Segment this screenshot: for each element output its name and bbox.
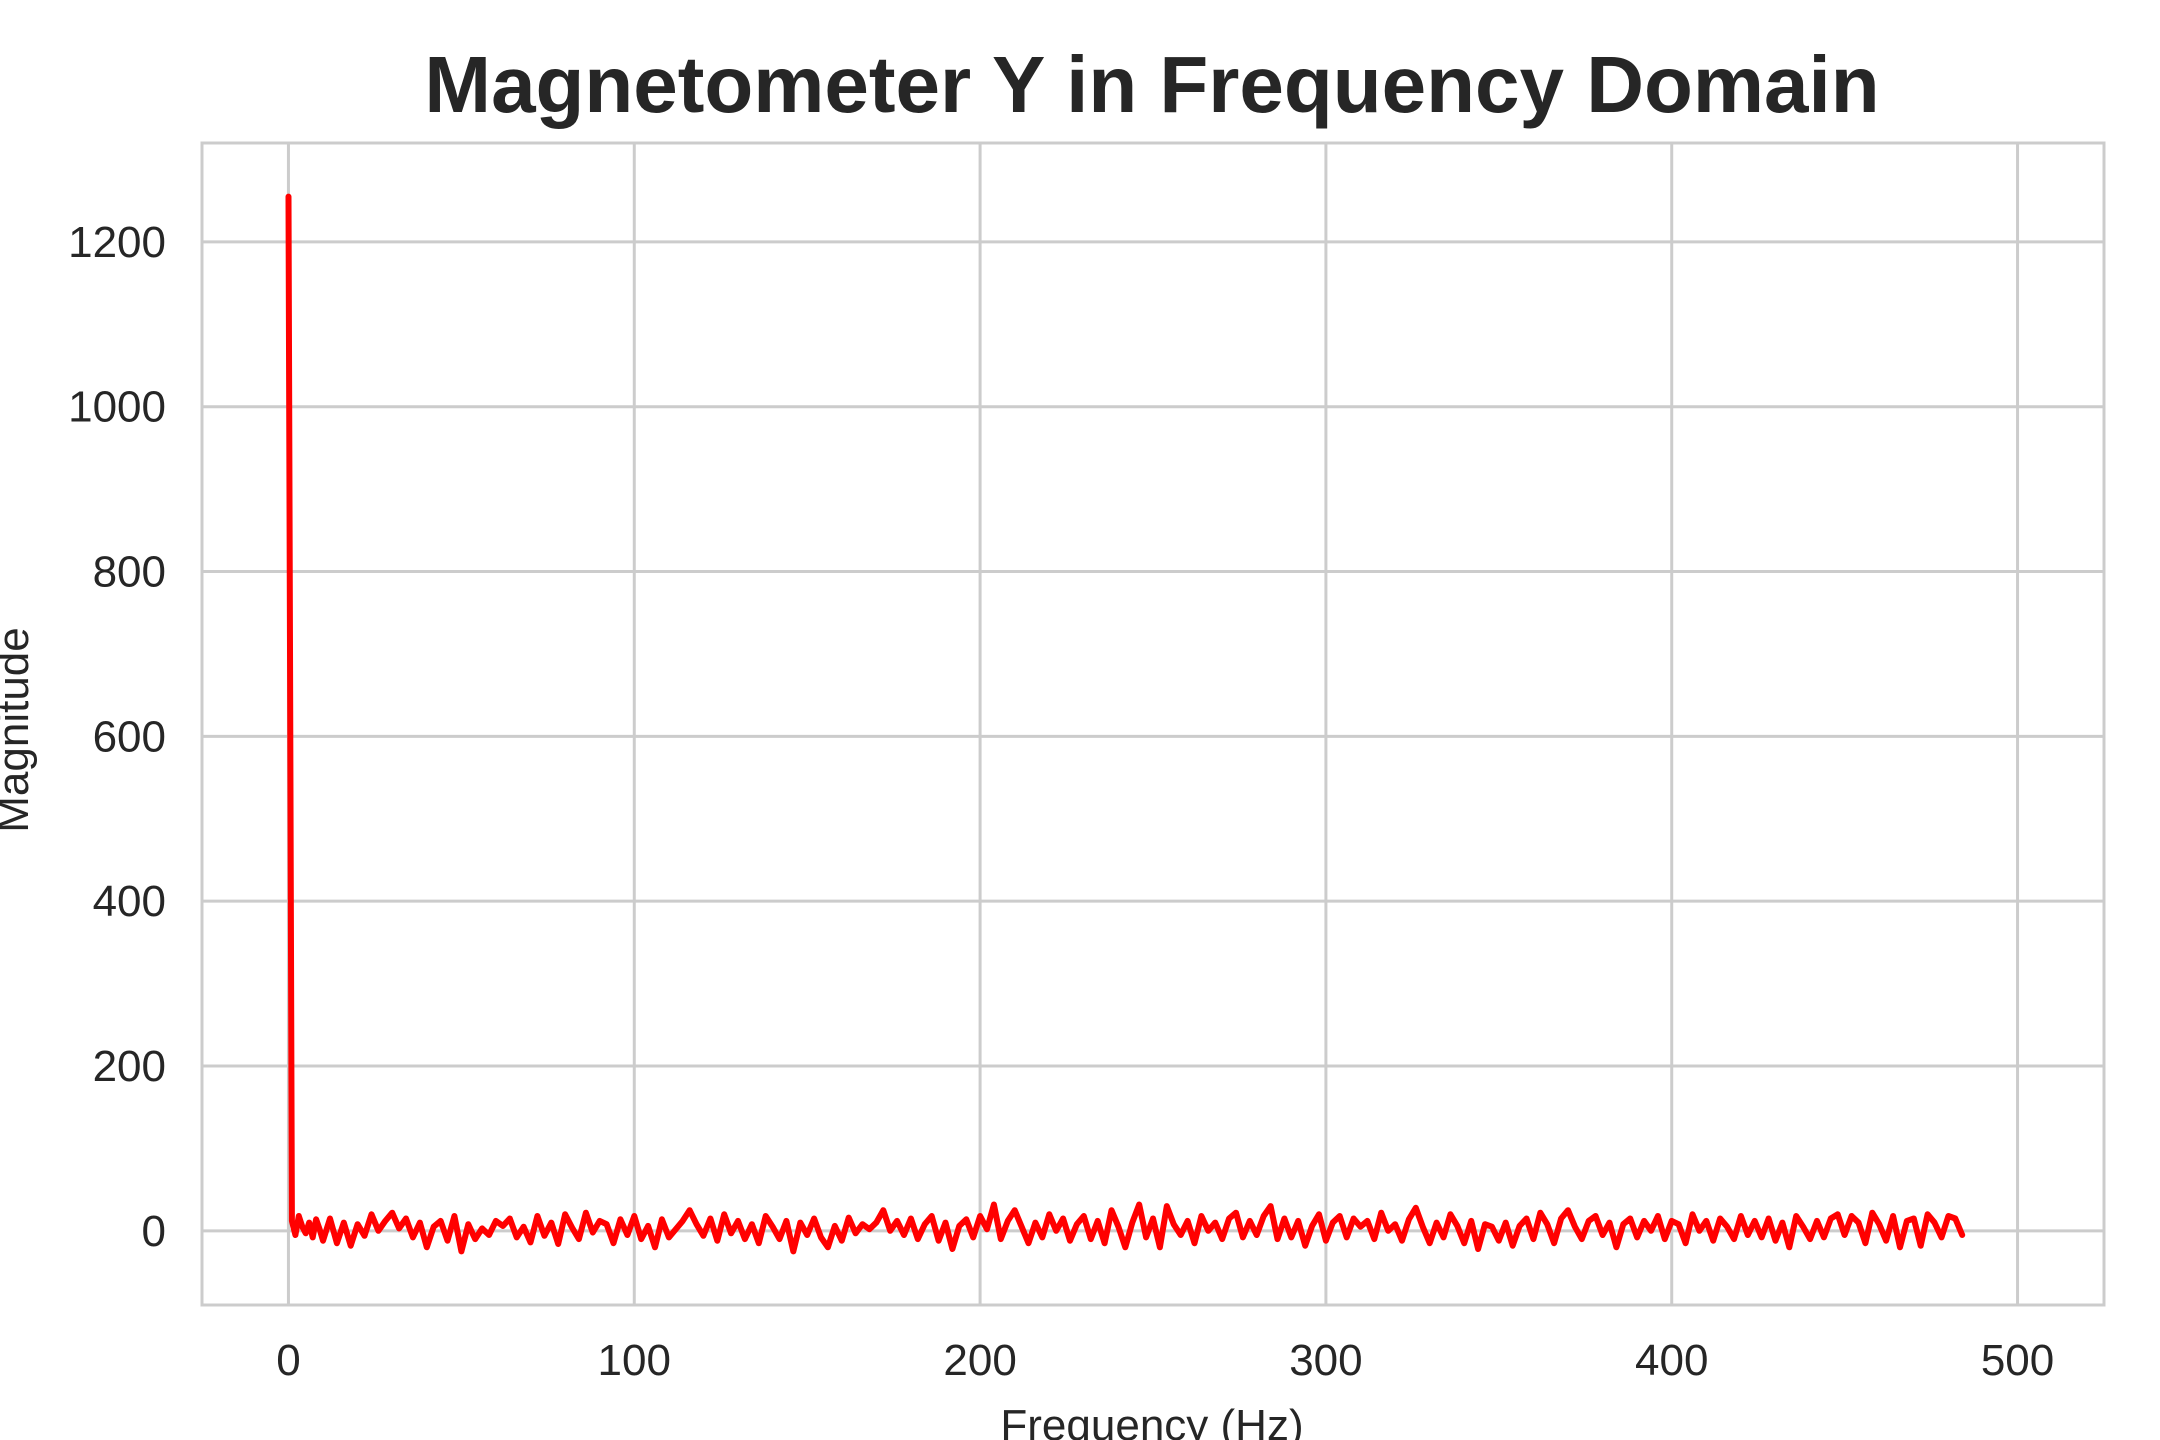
x-axis-label: Frequency (Hz): [1000, 1401, 1303, 1440]
y-tick-label: 1000: [68, 383, 166, 432]
x-tick-label: 100: [598, 1336, 671, 1385]
y-tick-label: 400: [93, 877, 166, 926]
series: [285, 193, 1966, 1255]
y-tick-label: 1200: [68, 218, 166, 267]
y-tick-labels: 0 200 400 600 800 1000 1200: [68, 218, 166, 1256]
plot-frame: [200, 141, 2106, 1307]
chart-title: Magnetometer Y in Frequency Domain: [424, 40, 1879, 129]
y-axis-label: Magnitude: [0, 627, 38, 832]
y-tick-label: 0: [142, 1207, 166, 1256]
y-tick-label: 800: [93, 548, 166, 597]
y-tick-label: 600: [93, 712, 166, 761]
series-line-0: [285, 193, 1966, 1255]
grid: [202, 143, 2104, 1305]
x-tick-labels: 0 100 200 300 400 500: [276, 1336, 2054, 1385]
x-tick-label: 300: [1289, 1336, 1362, 1385]
x-tick-label: 500: [1981, 1336, 2054, 1385]
x-tick-label: 200: [943, 1336, 1016, 1385]
y-tick-label: 200: [93, 1042, 166, 1091]
x-tick-label: 0: [276, 1336, 300, 1385]
x-tick-label: 400: [1635, 1336, 1708, 1385]
